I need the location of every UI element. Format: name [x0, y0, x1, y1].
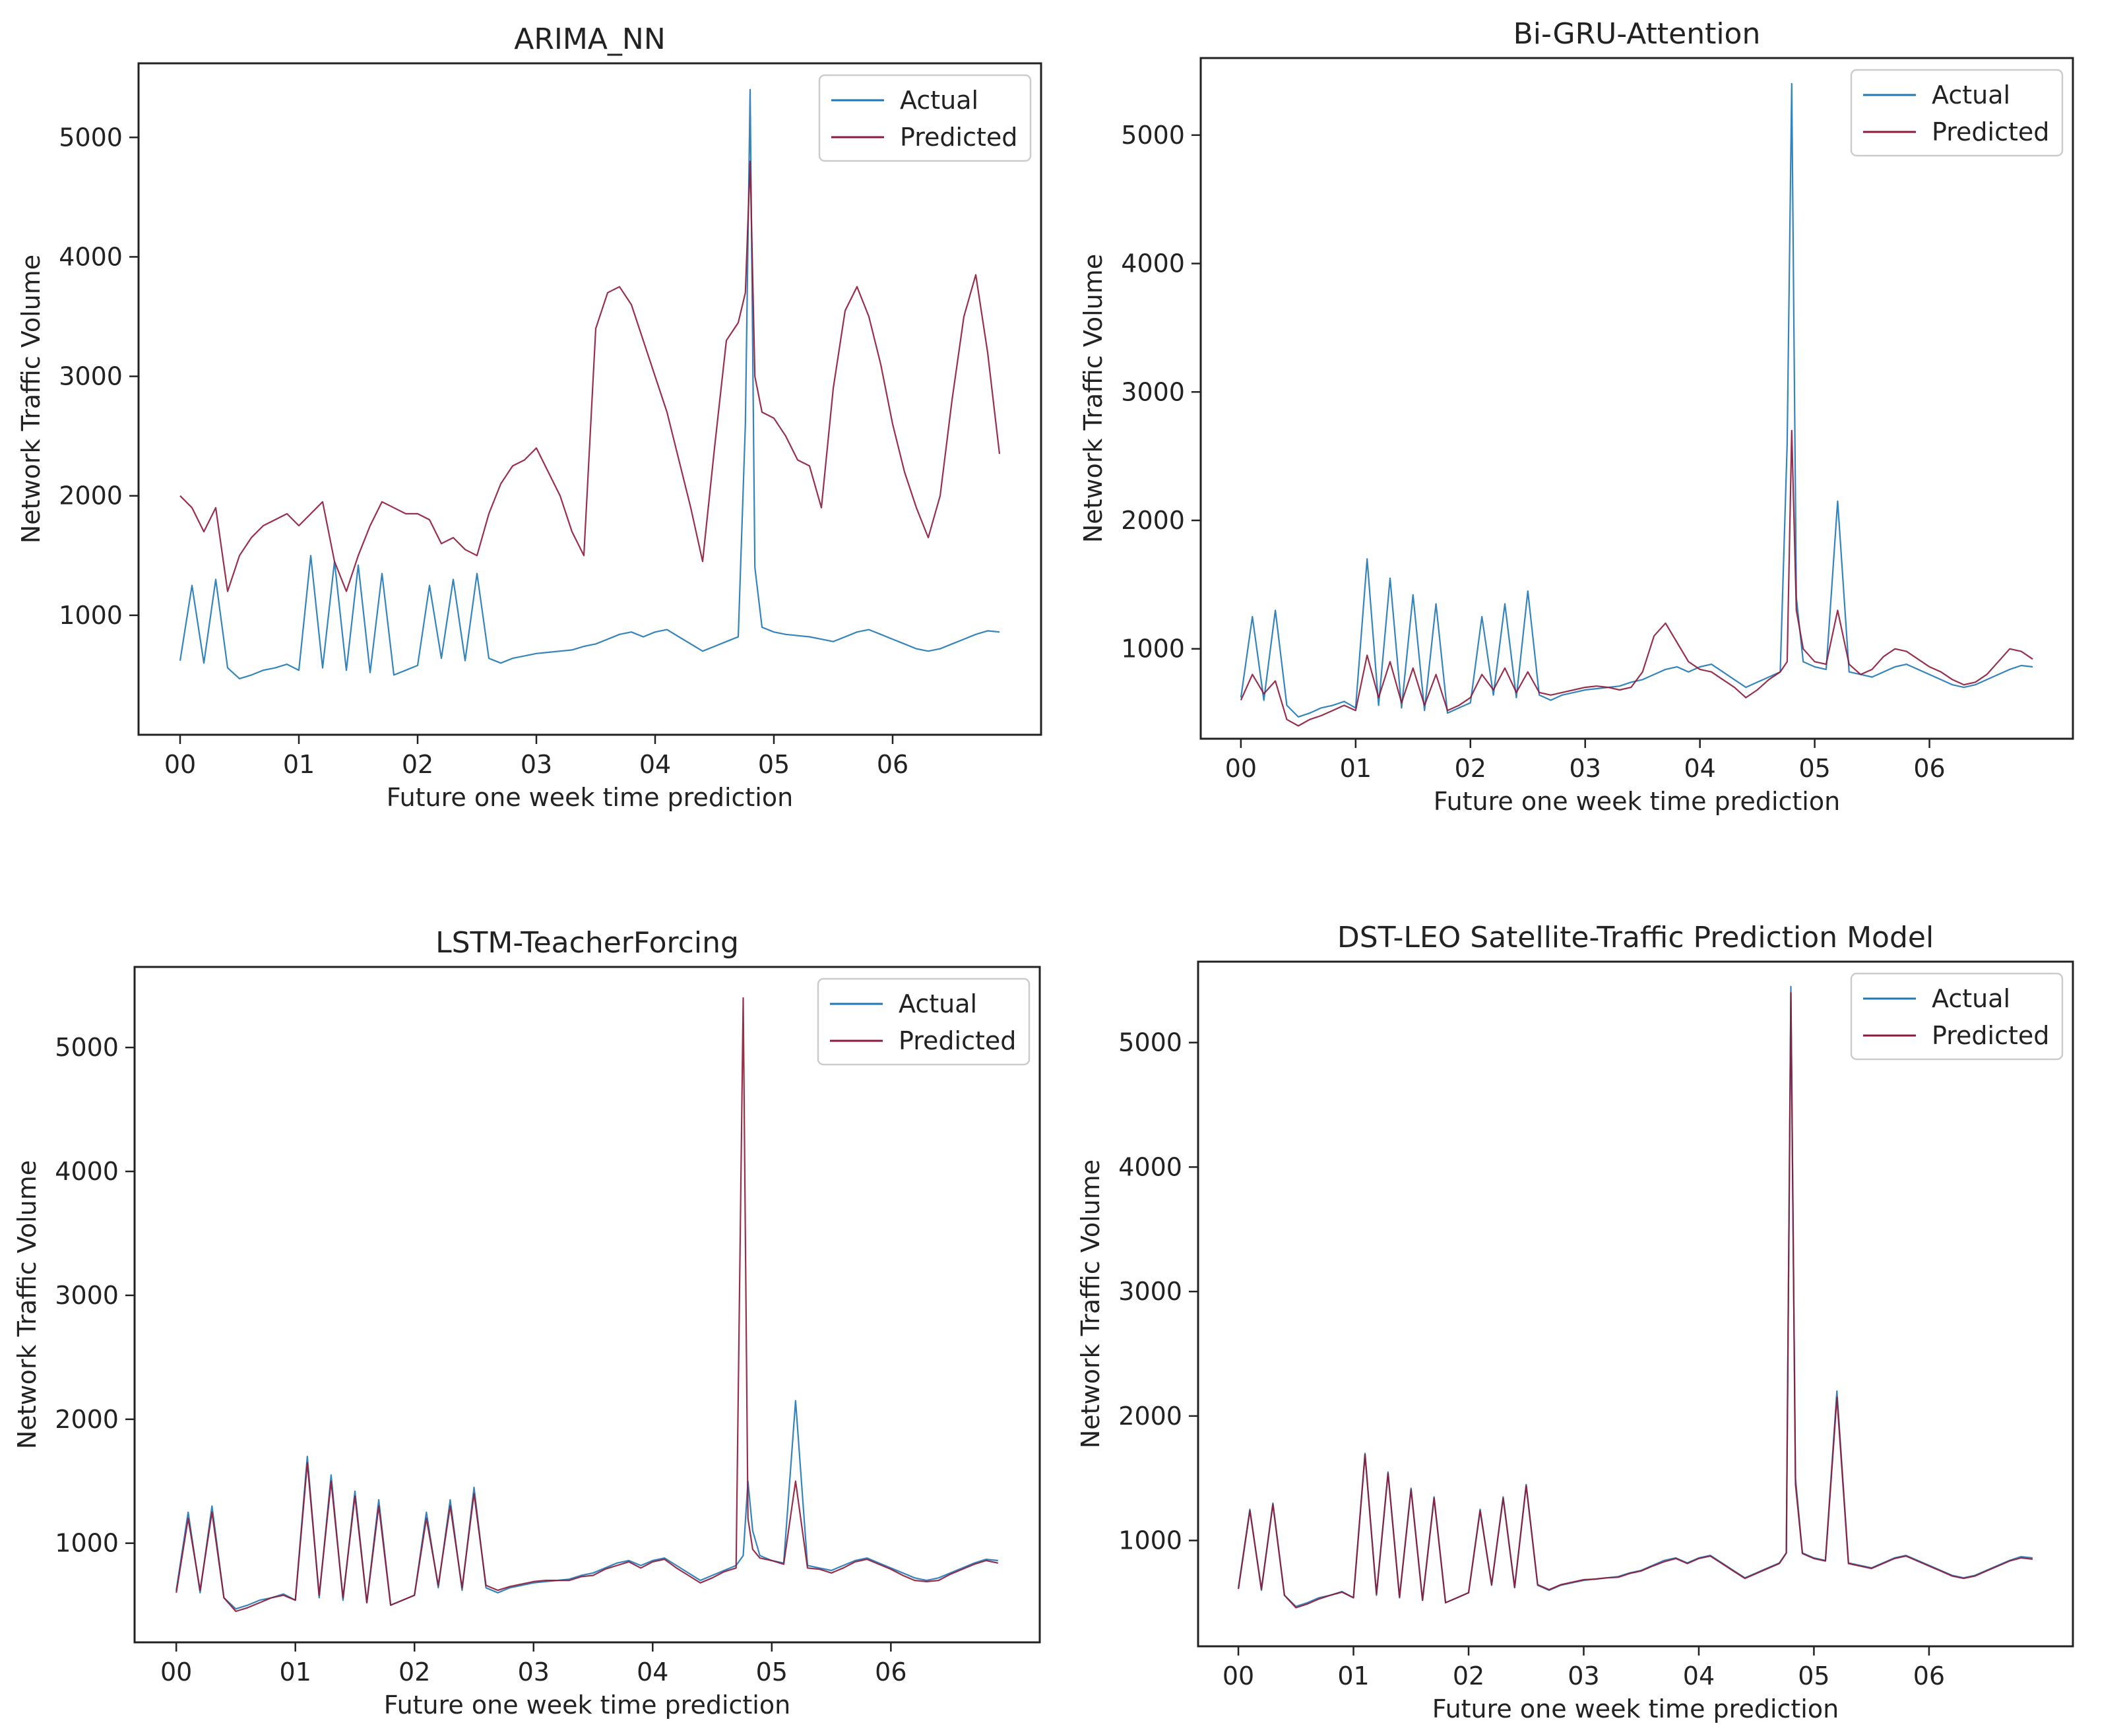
series-line-actual [1240, 82, 2033, 718]
x-tick-label: 01 [280, 1658, 311, 1687]
legend: Actual Predicted [817, 977, 1031, 1066]
legend-frame [818, 74, 1032, 162]
chart-title: LSTM-TeacherForcing [435, 926, 739, 960]
y-tick-label: 1000 [1118, 1526, 1182, 1555]
x-tick-label: 03 [518, 1658, 550, 1687]
legend-label-actual: Actual [1932, 80, 2010, 109]
y-tick-label: 2000 [55, 1405, 119, 1434]
x-tick-label: 06 [877, 750, 908, 779]
y-tick-label: 4000 [1118, 1152, 1182, 1181]
y-axis-label: Network Traffic Volume [1079, 254, 1108, 543]
chart-title: DST-LEO Satellite-Traffic Prediction Mod… [1337, 921, 1934, 954]
x-tick-label: 05 [756, 1658, 788, 1687]
x-tick-label: 02 [402, 750, 433, 779]
x-tick-label: 06 [1913, 1661, 1945, 1690]
x-tick-label: 01 [1340, 754, 1372, 783]
chart-title: Bi-GRU-Attention [1513, 17, 1761, 51]
x-tick-label: 04 [639, 750, 671, 779]
x-tick-label: 03 [521, 750, 552, 779]
x-tick-label: 03 [1568, 1661, 1599, 1690]
y-tick-label: 2000 [59, 481, 123, 511]
legend-label-actual: Actual [900, 86, 978, 115]
y-tick-label: 4000 [1121, 249, 1185, 278]
series-line-predicted [179, 160, 1001, 592]
x-tick-label: 01 [283, 750, 315, 779]
series-line-predicted [1238, 992, 2033, 1609]
x-tick-label: 04 [1684, 754, 1715, 783]
x-tick-label: 02 [1455, 754, 1486, 783]
y-tick-label: 5000 [1118, 1028, 1182, 1057]
axes-frame [1197, 960, 2074, 1648]
legend-label-actual: Actual [899, 989, 977, 1018]
legend-frame [1850, 972, 2064, 1061]
x-tick-label: 03 [1570, 754, 1601, 783]
legend: Actual Predicted [818, 74, 1032, 162]
x-tick-label: 05 [1798, 754, 1830, 783]
legend-label-predicted: Predicted [1932, 1021, 2049, 1050]
y-tick-label: 5000 [1121, 121, 1185, 150]
y-tick-label: 1000 [59, 601, 123, 630]
y-tick-label: 5000 [55, 1033, 119, 1062]
subplot-1: ARIMA_NN 00 01 02 03 04 05 06 1000 2000 3000 4000 50… [16, 22, 1042, 812]
subplot-3: LSTM-TeacherForcing 00 01 02 03 04 05 06 1000 200… [13, 926, 1041, 1720]
x-axis-label: Future one week time prediction [1434, 787, 1840, 816]
legend: Actual Predicted [1850, 972, 2064, 1061]
y-tick-label: 1000 [1121, 635, 1185, 664]
x-tick-label: 02 [398, 1658, 430, 1687]
x-tick-label: 05 [1798, 1661, 1829, 1690]
y-tick-label: 2000 [1121, 506, 1185, 535]
x-axis-label: Future one week time prediction [387, 783, 793, 812]
axes-frame [133, 966, 1041, 1644]
series-line-actual [175, 1400, 998, 1610]
x-tick-label: 04 [637, 1658, 668, 1687]
legend-label-actual: Actual [1932, 984, 2010, 1013]
x-tick-label: 02 [1453, 1661, 1484, 1690]
chart-title: ARIMA_NN [514, 22, 666, 56]
y-tick-label: 3000 [1121, 377, 1185, 406]
series-line-actual [1238, 985, 2033, 1607]
y-tick-label: 1000 [55, 1529, 119, 1558]
x-tick-label: 00 [1225, 754, 1257, 783]
x-tick-label: 00 [160, 1658, 192, 1687]
legend-label-predicted: Predicted [1932, 117, 2049, 146]
x-axis-label: Future one week time prediction [1432, 1694, 1839, 1723]
y-tick-label: 3000 [55, 1281, 119, 1310]
y-axis-label: Network Traffic Volume [16, 255, 46, 543]
subplot-4: DST-LEO Satellite-Traffic Prediction Mod… [1076, 921, 2074, 1723]
x-axis-label: Future one week time prediction [384, 1690, 790, 1720]
x-tick-label: 06 [875, 1658, 906, 1687]
y-tick-label: 3000 [59, 362, 123, 391]
y-tick-label: 3000 [1118, 1277, 1182, 1306]
axes-frame [1199, 57, 2074, 740]
x-tick-label: 00 [1222, 1661, 1254, 1690]
y-tick-label: 4000 [59, 242, 123, 271]
legend-label-predicted: Predicted [899, 1026, 1016, 1055]
x-tick-label: 06 [1913, 754, 1945, 783]
legend-frame [1850, 69, 2064, 157]
legend-label-predicted: Predicted [900, 123, 1017, 152]
series-line-predicted [1240, 429, 2033, 727]
legend: Actual Predicted [1850, 69, 2064, 157]
x-tick-label: 00 [164, 750, 196, 779]
x-tick-label: 01 [1337, 1661, 1369, 1690]
y-tick-label: 5000 [59, 123, 123, 152]
y-axis-label: Network Traffic Volume [13, 1160, 42, 1449]
x-tick-label: 05 [758, 750, 790, 779]
x-tick-label: 04 [1683, 1661, 1715, 1690]
axes-frame [137, 62, 1042, 736]
y-tick-label: 2000 [1118, 1402, 1182, 1431]
series-line-actual [179, 88, 1000, 680]
y-axis-label: Network Traffic Volume [1076, 1160, 1105, 1448]
subplot-2: Bi-GRU-Attention 00 01 02 03 04 05 06 1000 2000 30… [1079, 17, 2074, 816]
series-line-predicted [175, 997, 999, 1613]
legend-frame [817, 977, 1031, 1066]
y-tick-label: 4000 [55, 1157, 119, 1186]
